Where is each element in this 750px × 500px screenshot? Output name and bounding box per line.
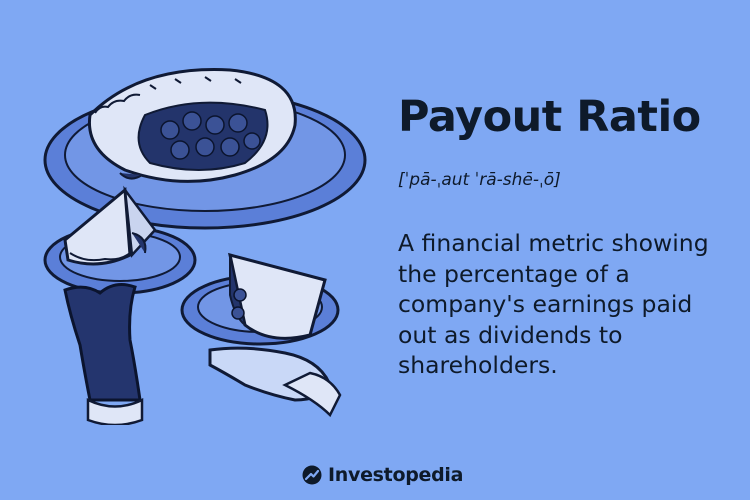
brand-name: Investopedia bbox=[328, 464, 464, 486]
right-slice-on-plate bbox=[180, 252, 340, 346]
definition-text: A financial metric showing the percentag… bbox=[398, 229, 709, 380]
term-title: Payout Ratio bbox=[398, 92, 701, 142]
left-hand bbox=[63, 283, 144, 425]
investopedia-logo-icon bbox=[302, 465, 322, 485]
pronunciation: [ˈpā-ˌaut ˈrā-shē-ˌō] bbox=[398, 170, 561, 190]
whole-pie-on-plate bbox=[43, 68, 367, 230]
brand-footer: Investopedia bbox=[302, 464, 463, 486]
pie-illustration bbox=[43, 68, 367, 425]
left-slice-on-plate bbox=[43, 185, 197, 295]
right-hand bbox=[208, 346, 342, 418]
